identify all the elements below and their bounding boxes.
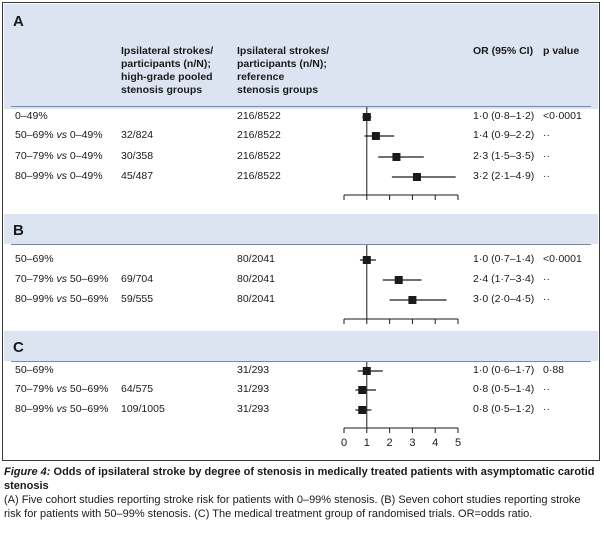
row-label: 50–69% vs 0–49% xyxy=(15,129,103,141)
row-reference-count: 80/2041 xyxy=(237,273,275,285)
row-or-ci: 1·0 (0·8–1·2) xyxy=(473,110,535,122)
row-label: 80–99% vs 50–69% xyxy=(15,293,109,305)
x-tick-label: 0 xyxy=(341,437,347,449)
row-label: 70–79% vs 50–69% xyxy=(15,383,109,395)
row-p-value: ·· xyxy=(543,293,550,305)
figure-caption: Figure 4: Odds of ipsilateral stroke by … xyxy=(4,465,600,521)
row-or-ci: 2·3 (1·5–3·5) xyxy=(473,150,535,162)
row-or-ci: 0·8 (0·5–1·2) xyxy=(473,403,535,415)
row-reference-count: 216/8522 xyxy=(237,170,281,182)
panel-b-label: B xyxy=(13,222,24,239)
row-reference-count: 80/2041 xyxy=(237,293,275,305)
point-estimate-square xyxy=(408,296,417,304)
row-reference-count: 31/293 xyxy=(237,364,270,376)
figure-title: Odds of ipsilateral stroke by degree of … xyxy=(4,466,595,492)
row-high-grade-count: 59/555 xyxy=(121,293,154,305)
row-reference-count: 216/8522 xyxy=(237,129,281,141)
row-label: 50–69% xyxy=(15,364,54,376)
header-high-grade-line: stenosis groups xyxy=(121,84,203,96)
row-label: 70–79% vs 0–49% xyxy=(15,150,103,162)
header-reference-line: reference xyxy=(237,71,285,83)
row-reference-count: 216/8522 xyxy=(237,110,281,122)
forest-plot-figure: A B C Ipsilateral strokes/ participants … xyxy=(2,2,600,461)
row-p-value: ·· xyxy=(543,403,550,415)
row-reference-count: 216/8522 xyxy=(237,150,281,162)
header-reference-line: Ipsilateral strokes/ xyxy=(237,45,330,57)
panel-c-rule xyxy=(11,361,591,362)
row-p-value: ·· xyxy=(543,150,550,162)
row-high-grade-count: 32/824 xyxy=(121,129,154,141)
row-label: 80–99% vs 0–49% xyxy=(15,170,103,182)
x-tick-label: 1 xyxy=(364,437,370,449)
row-or-ci: 3·0 (2·0–4·5) xyxy=(473,293,535,305)
row-p-value: <0·0001 xyxy=(543,253,582,265)
x-tick-label: 4 xyxy=(432,437,438,449)
row-p-value: <0·0001 xyxy=(543,110,582,122)
header-p-value: p value xyxy=(543,45,580,57)
figure-caption-text: (A) Five cohort studies reporting stroke… xyxy=(4,494,581,520)
header-reference-line: participants (n/N); xyxy=(237,58,327,70)
row-or-ci: 2·4 (1·7–3·4) xyxy=(473,273,535,285)
point-estimate-square xyxy=(358,406,367,414)
header-high-grade: Ipsilateral strokes/ participants (n/N);… xyxy=(121,45,213,97)
panel-b-header xyxy=(4,214,598,244)
x-tick-label: 2 xyxy=(387,437,393,449)
row-high-grade-count: 45/487 xyxy=(121,170,154,182)
header-reference: Ipsilateral strokes/ participants (n/N);… xyxy=(237,45,329,97)
x-tick-label: 5 xyxy=(455,437,461,449)
row-p-value: 0·88 xyxy=(543,364,565,376)
header-or: OR (95% CI) xyxy=(473,45,534,57)
point-estimate-square xyxy=(362,113,371,121)
row-label: 70–79% vs 50–69% xyxy=(15,273,109,285)
panel-c-header xyxy=(4,331,598,361)
row-reference-count: 31/293 xyxy=(237,403,270,415)
point-estimate-square xyxy=(394,276,403,284)
point-estimate-square xyxy=(362,367,371,375)
row-reference-count: 80/2041 xyxy=(237,253,275,265)
row-p-value: ·· xyxy=(543,129,550,141)
panel-a-header xyxy=(4,4,598,109)
x-tick-label: 3 xyxy=(409,437,415,449)
header-high-grade-line: participants (n/N); xyxy=(121,58,211,70)
figure-label: Figure 4: xyxy=(4,466,51,478)
point-estimate-square xyxy=(371,132,380,140)
row-label: 0–49% xyxy=(15,110,48,122)
panel-b-rule xyxy=(11,244,591,245)
row-high-grade-count: 69/704 xyxy=(121,273,154,285)
row-or-ci: 1·0 (0·6–1·7) xyxy=(473,364,535,376)
row-p-value: ·· xyxy=(543,383,550,395)
row-or-ci: 3·2 (2·1–4·9) xyxy=(473,170,535,182)
panel-a-rule xyxy=(11,106,591,107)
row-label: 80–99% vs 50–69% xyxy=(15,403,109,415)
point-estimate-square xyxy=(362,256,371,264)
row-high-grade-count: 30/358 xyxy=(121,150,154,162)
point-estimate-square xyxy=(392,153,401,161)
header-high-grade-line: high-grade pooled xyxy=(121,71,213,83)
point-estimate-square xyxy=(358,386,367,394)
panel-a-label: A xyxy=(13,13,24,30)
row-or-ci: 1·0 (0·7–1·4) xyxy=(473,253,535,265)
row-p-value: ·· xyxy=(543,170,550,182)
header-high-grade-line: Ipsilateral strokes/ xyxy=(121,45,214,57)
point-estimate-square xyxy=(412,173,421,181)
panel-c-label: C xyxy=(13,339,24,356)
forest-plot-svg: 0 1 2 3 4 5 xyxy=(341,107,461,449)
row-p-value: ·· xyxy=(543,273,550,285)
row-high-grade-count: 109/1005 xyxy=(121,403,165,415)
row-or-ci: 1·4 (0·9–2·2) xyxy=(473,129,535,141)
row-label: 50–69% xyxy=(15,253,54,265)
row-reference-count: 31/293 xyxy=(237,383,270,395)
row-high-grade-count: 64/575 xyxy=(121,383,154,395)
header-reference-line: stenosis groups xyxy=(237,84,319,96)
row-or-ci: 0·8 (0·5–1·4) xyxy=(473,383,535,395)
